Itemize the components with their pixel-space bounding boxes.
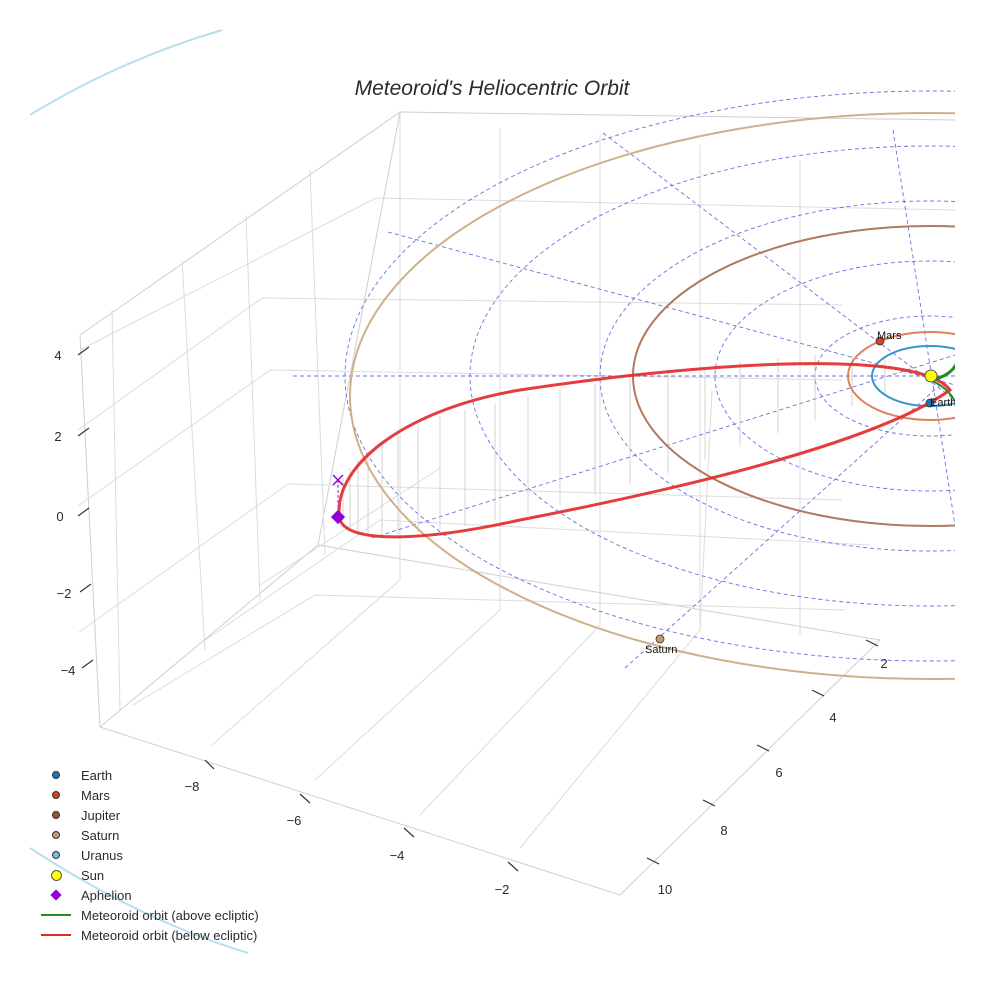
- legend-jupiter-swatch: [52, 811, 60, 819]
- ecliptic-spoke: [624, 384, 941, 669]
- ecliptic-spoke: [371, 354, 955, 539]
- z-tick-label: 4: [54, 348, 61, 363]
- sun-marker: [924, 369, 938, 383]
- x-tick-label: −4: [390, 848, 405, 863]
- legend-item-aphelion[interactable]: Aphelion: [40, 885, 259, 905]
- x-tick-label: −6: [287, 813, 302, 828]
- ecliptic-spoke: [387, 231, 955, 386]
- x-tick-label: −8: [185, 779, 200, 794]
- ecliptic-spoke: [602, 132, 955, 401]
- chart-title: Meteoroid's Heliocentric Orbit: [355, 77, 631, 100]
- uranus-orbit-arc-bottom: [29, 847, 249, 954]
- aphelion-marker: [330, 509, 346, 525]
- earth-label: Earth: [930, 397, 956, 409]
- mars-marker: [875, 336, 885, 346]
- legend-item-earth[interactable]: Earth: [40, 765, 259, 785]
- saturn-marker: [655, 634, 665, 644]
- legend-orbit-above-swatch: [41, 914, 71, 916]
- z-tick-labels: 4 2 0 −2 −4: [54, 348, 75, 678]
- uranus-orbit-arc-top: [29, 29, 223, 116]
- y-tick-label: 4: [829, 710, 836, 725]
- legend-earth-swatch: [52, 771, 60, 779]
- earth-marker: [925, 398, 935, 408]
- x-tick-labels: −8 −6 −4 −2: [185, 779, 510, 897]
- y-tick-label: 2: [880, 656, 887, 671]
- ecliptic-grid: [293, 90, 955, 669]
- x-tick-label: −2: [495, 882, 510, 897]
- legend-label: Aphelion: [81, 887, 132, 903]
- legend-orbit-below-swatch: [41, 934, 71, 936]
- legend-item-uranus[interactable]: Uranus: [40, 845, 259, 865]
- legend-mars-swatch: [52, 791, 60, 799]
- tick-marks: [77, 346, 879, 872]
- saturn-label: Saturn: [645, 644, 677, 656]
- y-tick-label: 10: [658, 882, 672, 897]
- y-tick-label: 6: [775, 765, 782, 780]
- aphelion-projection-marker: [332, 474, 344, 486]
- projection-stems: [342, 355, 886, 535]
- y-tick-labels: 2 4 6 8 10: [658, 656, 888, 897]
- z-tick-label: −4: [61, 663, 76, 678]
- legend-label: Uranus: [81, 847, 123, 863]
- legend-label: Saturn: [81, 827, 120, 843]
- legend-label: Meteoroid orbit (below ecliptic): [81, 927, 258, 943]
- z-tick-label: −2: [57, 586, 72, 601]
- saturn-orbit: [349, 112, 955, 680]
- legend-uranus-swatch: [52, 851, 60, 859]
- y-tick-label: 8: [720, 823, 727, 838]
- legend-label: Mars: [81, 787, 110, 803]
- legend-aphelion-swatch: [50, 889, 62, 901]
- grid-lines: [77, 112, 956, 849]
- meteoroid-orbit-below: [337, 362, 953, 539]
- legend-label: Sun: [81, 867, 105, 883]
- legend-item-sun[interactable]: Sun: [40, 865, 259, 885]
- legend-saturn-swatch: [52, 831, 60, 839]
- legend-label: Jupiter: [81, 807, 121, 823]
- legend-item-orbit-above[interactable]: Meteoroid orbit (above ecliptic): [40, 905, 259, 925]
- mars-orbit: [847, 331, 955, 421]
- legend: Earth Mars Jupiter Saturn Uranus Sun Aph…: [40, 765, 259, 945]
- legend-item-orbit-below[interactable]: Meteoroid orbit (below ecliptic): [40, 925, 259, 945]
- legend-item-mars[interactable]: Mars: [40, 785, 259, 805]
- z-tick-label: 0: [56, 509, 63, 524]
- legend-label: Earth: [81, 767, 113, 783]
- legend-item-jupiter[interactable]: Jupiter: [40, 805, 259, 825]
- z-tick-label: 2: [54, 429, 61, 444]
- ecliptic-spoke: [892, 129, 955, 526]
- legend-label: Meteoroid orbit (above ecliptic): [81, 907, 259, 923]
- legend-sun-swatch: [50, 869, 62, 881]
- mars-label: Mars: [877, 330, 902, 342]
- legend-item-saturn[interactable]: Saturn: [40, 825, 259, 845]
